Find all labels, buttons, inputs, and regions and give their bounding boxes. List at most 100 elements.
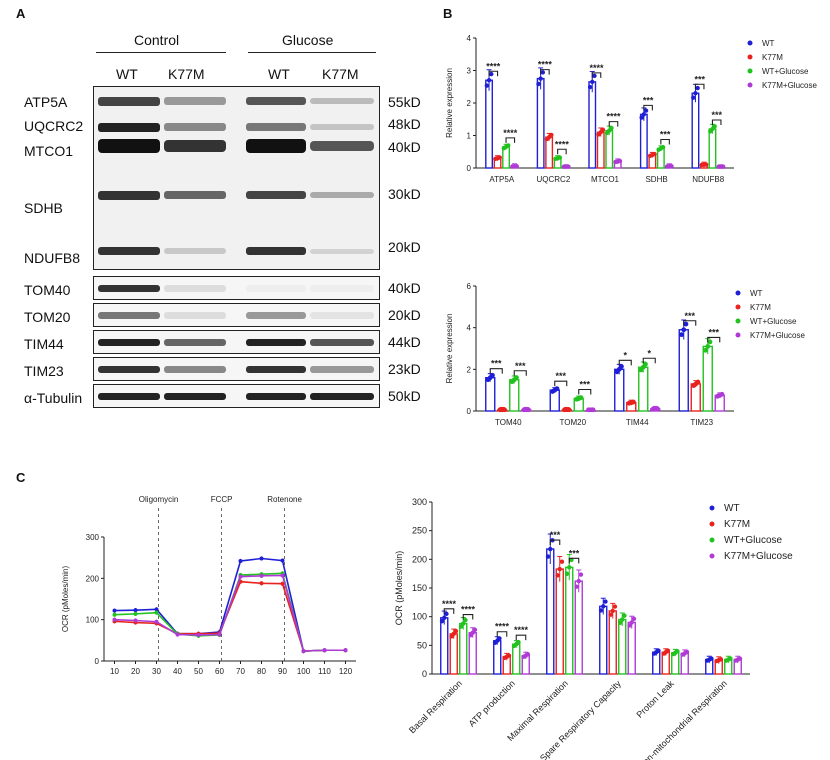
data-point xyxy=(600,127,606,132)
y-tick-label: 300 xyxy=(86,533,100,542)
protein-label-ndufb8: NDUFB8 xyxy=(24,250,81,266)
band xyxy=(164,285,226,292)
x-tick-label: ATP5A xyxy=(489,175,514,184)
legend-label-k77m: K77M xyxy=(750,303,771,312)
significance-label: *** xyxy=(708,327,719,337)
legend-marker-wt-glucose xyxy=(709,537,715,543)
x-tick-label: 90 xyxy=(278,667,287,676)
significance-label: *** xyxy=(711,110,722,120)
panel-c-letter: C xyxy=(16,470,26,485)
blot-strip--tubulin xyxy=(93,384,380,408)
band xyxy=(164,123,226,131)
blot-strip-bands xyxy=(98,393,374,400)
band xyxy=(310,339,374,346)
data-point xyxy=(718,657,724,662)
y-tick-label: 2 xyxy=(467,365,472,374)
significance-label: **** xyxy=(514,625,529,635)
y-tick-label: 1 xyxy=(467,132,472,141)
band xyxy=(164,312,226,319)
data-point xyxy=(587,84,593,90)
bar-wt-tim44 xyxy=(614,368,625,412)
x-tick-label: MTCO1 xyxy=(591,175,620,184)
data-point xyxy=(112,617,117,622)
significance-label: *** xyxy=(555,371,566,381)
data-point xyxy=(154,607,159,612)
x-tick-label: SDHB xyxy=(645,175,667,184)
band xyxy=(164,191,226,199)
legend-marker-k77m-glucose xyxy=(747,82,753,88)
data-point xyxy=(712,124,717,129)
band xyxy=(310,393,374,400)
x-tick-label: ATP production xyxy=(467,678,517,728)
y-tick-label: 3 xyxy=(467,67,472,76)
expression-chart-oxphos: 0 1 2 3 4 Relative expression ATP5A UQCRC2 MTCO1… xyxy=(445,34,817,184)
ocr-parameters-chart: 0 50 100 150 200 250 300 OCR (pMoles/min) Basal … xyxy=(394,497,793,760)
band xyxy=(246,393,306,400)
band xyxy=(310,366,374,373)
data-point xyxy=(737,656,743,661)
data-point xyxy=(684,649,690,655)
y-tick-label: 100 xyxy=(412,612,427,622)
data-point xyxy=(665,648,671,653)
data-point xyxy=(538,76,543,81)
bar-wt-uqcrc2 xyxy=(536,77,545,169)
data-point xyxy=(516,639,521,645)
data-point xyxy=(619,364,624,369)
data-point xyxy=(617,158,623,164)
band xyxy=(98,247,160,255)
bar-wt-tom40 xyxy=(485,376,496,412)
y-tick-label: 150 xyxy=(412,583,427,593)
data-point xyxy=(564,571,570,576)
kd-label-55: 55kD xyxy=(388,94,421,110)
y-axis-label: Relative expression xyxy=(445,314,454,384)
significance-bracket xyxy=(496,631,508,637)
bar-wt-glucose-maximal-respiration xyxy=(565,566,574,675)
data-point xyxy=(280,581,285,586)
band xyxy=(310,192,374,198)
data-point xyxy=(280,558,285,563)
x-tick-label: TIM23 xyxy=(690,418,713,427)
blot-strip-bands xyxy=(98,339,374,346)
band xyxy=(246,97,306,105)
significance-label: **** xyxy=(442,599,457,609)
panel-a-letter: A xyxy=(16,6,26,21)
data-point xyxy=(453,628,459,634)
bar-wt-ndufb8 xyxy=(691,92,700,169)
legend-label-k77m-glucose: K77M+Glucose xyxy=(750,331,805,340)
x-tick-label: 60 xyxy=(215,667,224,676)
data-point xyxy=(578,572,584,577)
protein-label-mtco1: MTCO1 xyxy=(24,143,73,159)
band xyxy=(246,123,306,131)
x-tick-label: Basal Respiration xyxy=(407,678,464,735)
lane-label-wt-control: WT xyxy=(116,66,138,82)
y-tick-label: 4 xyxy=(467,324,472,333)
data-point xyxy=(238,558,243,563)
bar-wt-glucose-ndufb8 xyxy=(708,128,717,169)
protein-label-tom20: TOM20 xyxy=(24,309,71,325)
injection-label-fccp: FCCP xyxy=(211,495,233,504)
data-point xyxy=(506,143,511,148)
data-point xyxy=(112,608,117,613)
band xyxy=(310,312,374,319)
legend-label-wt: WT xyxy=(762,39,775,48)
panel-b-letter: B xyxy=(443,6,453,21)
data-point xyxy=(557,566,562,572)
data-point xyxy=(631,616,637,621)
data-point xyxy=(620,617,625,622)
data-point xyxy=(612,604,618,609)
data-point xyxy=(679,332,684,338)
data-point xyxy=(497,636,502,641)
data-point xyxy=(610,608,615,614)
band xyxy=(98,123,160,132)
bar-wt-glucose-basal-respiration xyxy=(459,622,468,675)
bar-k77m-glucose-maximal-respiration xyxy=(574,580,583,675)
data-point xyxy=(590,79,595,85)
significance-label: **** xyxy=(486,61,501,71)
x-tick-label: 70 xyxy=(236,667,245,676)
band xyxy=(246,191,306,199)
bar-wt-glucose-atp-production xyxy=(512,643,521,675)
data-point xyxy=(652,151,657,157)
band xyxy=(98,366,160,373)
data-point xyxy=(703,162,709,167)
bar-wt-glucose-tom40 xyxy=(509,379,520,412)
